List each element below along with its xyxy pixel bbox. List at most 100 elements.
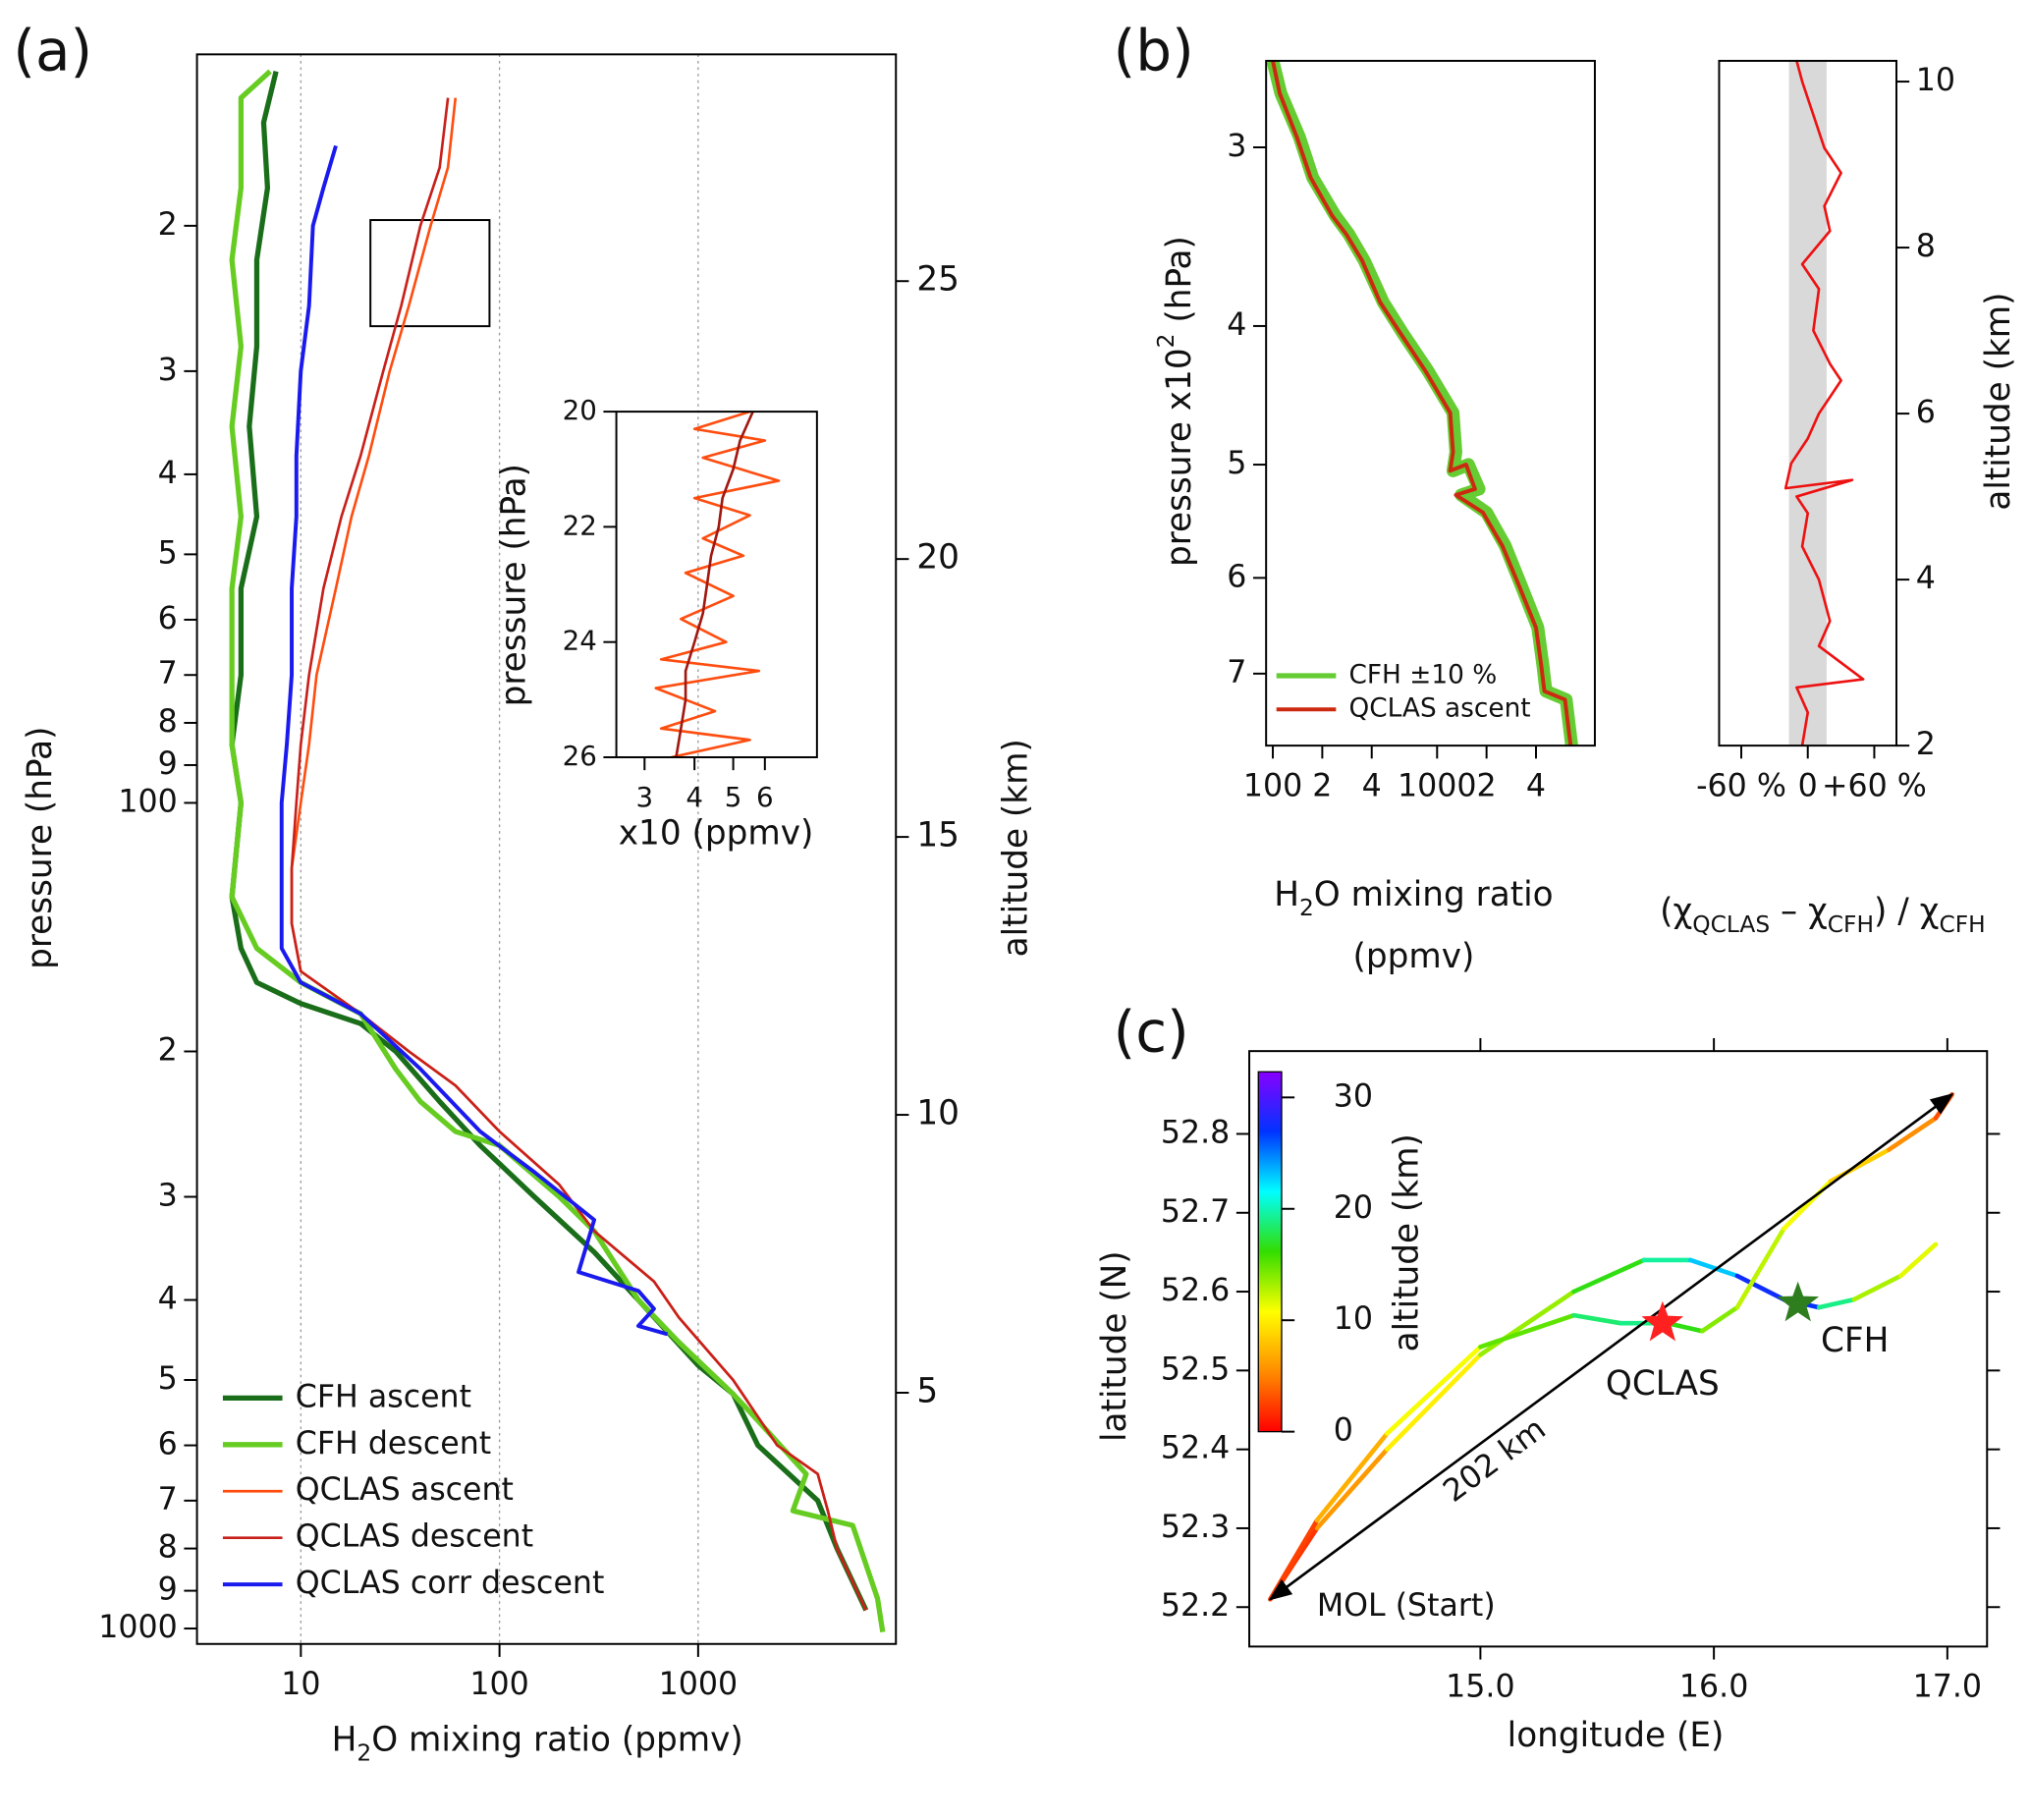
- series-line: [1783, 60, 1865, 746]
- site-label: CFH: [1821, 1321, 1889, 1360]
- y-tick-label: 6: [1227, 559, 1246, 594]
- plot-frame: [1265, 59, 1596, 747]
- x-tick-label: 17.0: [1913, 1670, 1982, 1705]
- label-part: H: [332, 1720, 357, 1759]
- series-line: [675, 412, 754, 757]
- label-part: 2: [357, 1740, 371, 1767]
- axis-label: longitude (E): [1508, 1716, 1725, 1755]
- y-tick-label: 52.7: [1161, 1194, 1230, 1230]
- x-tick-label: 4: [686, 781, 703, 813]
- y-tick-label: 5: [158, 535, 178, 571]
- y-tick-label: 6: [158, 1427, 178, 1462]
- plot-frame: [195, 53, 898, 1645]
- x-tick-label: 15.0: [1446, 1670, 1514, 1705]
- site-label: QCLAS: [1606, 1364, 1720, 1404]
- site-marker: [1641, 1300, 1684, 1342]
- legend-label: QCLAS ascent: [296, 1472, 514, 1508]
- x-tick-label: 1000: [659, 1667, 738, 1702]
- plot-frame: [615, 411, 818, 758]
- axis-label: H2O mixing ratio (ppmv): [332, 1720, 743, 1766]
- axis-label: altitude (km): [997, 739, 1036, 957]
- x-tick-label: 16.0: [1679, 1670, 1748, 1705]
- colorbar-label: altitude (km): [1388, 1133, 1427, 1351]
- panel-label: (c): [1114, 998, 1189, 1065]
- y2-tick-label: 25: [916, 260, 960, 300]
- start-label: MOL (Start): [1317, 1588, 1496, 1624]
- colorbar: [1257, 1071, 1283, 1433]
- legend-label: QCLAS descent: [296, 1519, 533, 1555]
- label-part: ) / χ: [1874, 892, 1939, 931]
- legend-label: CFH descent: [296, 1426, 491, 1462]
- y-tick-label: 52.8: [1161, 1115, 1230, 1150]
- x-tick-label: -60 %: [1696, 768, 1786, 803]
- label-part: H: [1274, 875, 1299, 914]
- y-tick-label: 3: [158, 353, 178, 388]
- label-part: pressure x10: [1160, 348, 1199, 567]
- y-tick-label: 8: [158, 1530, 178, 1566]
- x-tick-label: 4: [1362, 768, 1382, 803]
- y-tick-label: 6: [158, 601, 178, 636]
- panel: -60 % 0 +60 % 2 4 6 8 10: [1696, 59, 1955, 803]
- axis-label: H2O mixing ratio: [1274, 875, 1553, 922]
- y-tick-label: 52.3: [1161, 1510, 1230, 1545]
- y-tick-label: 4: [158, 1282, 178, 1317]
- legend-label: QCLAS ascent: [1349, 694, 1531, 724]
- label-part: O mixing ratio: [1314, 875, 1554, 914]
- y2-tick-label: 10: [916, 1094, 960, 1133]
- y-tick-label: 2: [158, 207, 178, 243]
- y-tick-label: 2: [1916, 727, 1936, 762]
- label-part: CFH: [1939, 911, 1985, 938]
- panel-label: (a): [13, 17, 92, 83]
- y-tick-label: 20: [563, 394, 597, 426]
- y-tick-label: 100: [118, 784, 177, 819]
- y-tick-label: 9: [158, 1572, 178, 1608]
- y-tick-label: 4: [158, 456, 178, 491]
- colorbar-tick-label: 20: [1334, 1190, 1373, 1226]
- y-tick-label: 8: [158, 704, 178, 740]
- y-tick-label: 6: [1916, 395, 1936, 430]
- y-tick-label: 10: [1916, 63, 1955, 98]
- panel-label: (b): [1114, 17, 1194, 83]
- label-part: QCLAS: [1692, 911, 1770, 938]
- y2-tick-label: 20: [916, 538, 960, 578]
- series-line: [1271, 60, 1573, 746]
- x-tick-label: 6: [756, 781, 774, 813]
- x-tick-label: 100: [1243, 768, 1302, 803]
- x-tick-label: 2: [1477, 768, 1497, 803]
- label-part: 2: [1153, 334, 1180, 349]
- legend-label: QCLAS corr descent: [296, 1566, 605, 1601]
- plot-frame: [1248, 1050, 1989, 1648]
- label-part: (χ: [1660, 892, 1692, 931]
- x-tick-label: 1000: [1398, 768, 1476, 803]
- panel: 10 100 10002345678910023456789100051015202…: [98, 53, 960, 1702]
- axis-label: altitude (km): [1979, 292, 2018, 510]
- x-tick-label: +60 %: [1822, 768, 1927, 803]
- x-tick-label: 3: [635, 781, 653, 813]
- label-part: O mixing ratio (ppmv): [371, 1720, 743, 1759]
- y-tick-label: 9: [158, 746, 178, 782]
- y2-tick-label: 15: [916, 816, 960, 855]
- y-tick-label: 4: [1227, 307, 1246, 343]
- y-tick-label: 7: [1227, 655, 1246, 690]
- colorbar-tick-label: 30: [1334, 1078, 1373, 1114]
- series-line: [290, 97, 867, 1611]
- y-tick-label: 52.2: [1161, 1588, 1230, 1624]
- x-tick-label: 100: [469, 1667, 528, 1702]
- y-tick-label: 3: [158, 1179, 178, 1214]
- legend-label: CFH ascent: [296, 1379, 471, 1414]
- y-tick-label: 26: [563, 740, 597, 772]
- series-line: [279, 144, 669, 1337]
- distance-arrow: [1268, 1092, 1954, 1601]
- x-tick-label: 4: [1526, 768, 1546, 803]
- y-tick-label: 3: [1227, 129, 1246, 164]
- plot-frame: [1718, 59, 1897, 747]
- axis-label: x10 (ppmv): [619, 814, 814, 854]
- y-tick-label: 4: [1916, 561, 1936, 596]
- axis-label: latitude (N): [1095, 1250, 1134, 1442]
- x-tick-label: 5: [725, 781, 742, 813]
- y-tick-label: 8: [1916, 229, 1936, 264]
- colorbar-tick-label: 10: [1334, 1301, 1373, 1337]
- label-part: 2: [1299, 895, 1314, 921]
